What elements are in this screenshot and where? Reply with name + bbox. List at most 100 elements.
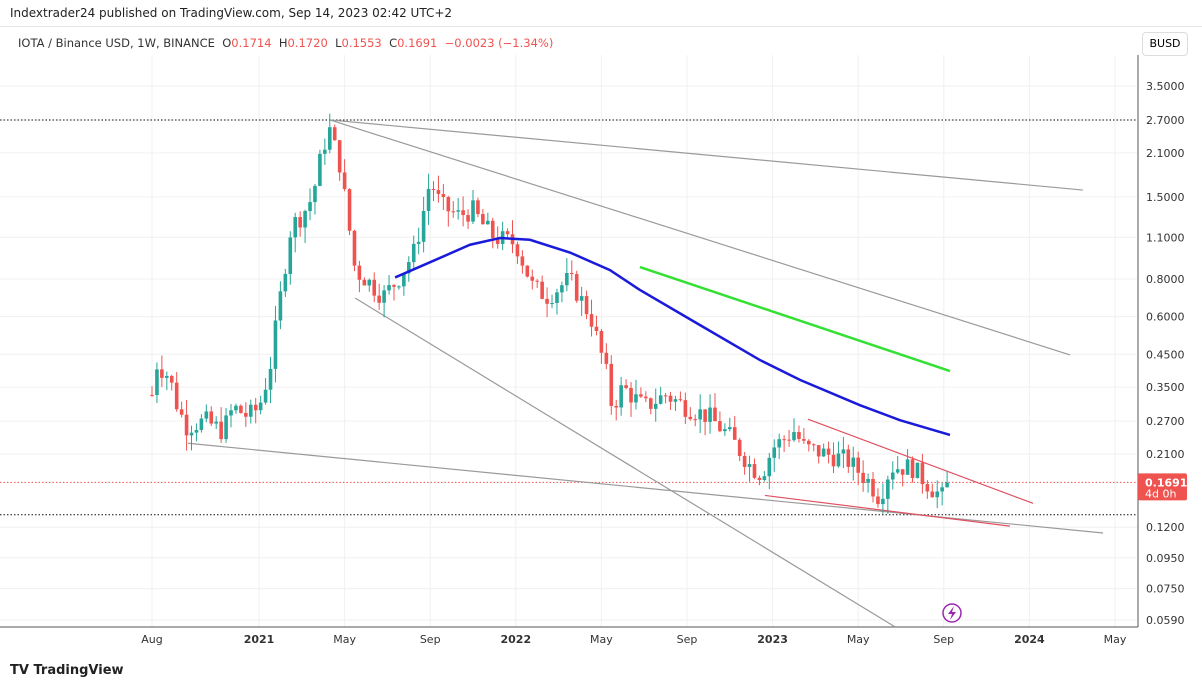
candle-body — [574, 274, 579, 301]
candle-body — [545, 298, 549, 304]
candle-body — [846, 449, 851, 467]
candle-body — [367, 279, 372, 286]
candle-body — [668, 395, 673, 402]
candle-body — [802, 438, 806, 441]
price-tick-label: 2.1000 — [1146, 147, 1185, 160]
candle-body — [653, 403, 658, 409]
candle-body — [782, 439, 786, 441]
candle-body — [362, 279, 367, 286]
last-price-tag — [1138, 473, 1187, 501]
candle-body — [184, 414, 189, 436]
candle-body — [565, 272, 569, 286]
candle-body — [234, 405, 238, 411]
price-tick-label: 1.1000 — [1146, 231, 1185, 244]
price-tick-label: 0.1200 — [1146, 521, 1185, 534]
change-value: −0.0023 (−1.34%) — [444, 36, 554, 50]
candle-body — [318, 153, 322, 186]
candle-body — [629, 387, 633, 403]
candle-body — [229, 410, 233, 416]
candle-body — [742, 455, 747, 467]
candle-body — [456, 210, 460, 212]
tradingview-logo[interactable]: 𝗧𝗩 TradingView — [10, 663, 124, 678]
candle-body — [411, 243, 416, 263]
candle-body — [431, 188, 436, 191]
candle-body — [811, 444, 816, 446]
candle-body — [342, 172, 347, 190]
candle-body — [762, 476, 767, 480]
candle-body — [752, 464, 757, 478]
candle-body — [540, 281, 544, 299]
candle-body — [648, 398, 653, 409]
low-label: L — [335, 36, 342, 50]
candle-body — [263, 389, 268, 403]
candle-body — [831, 454, 836, 467]
candle-body — [199, 418, 204, 430]
candle-body — [728, 427, 732, 430]
candle-body — [372, 279, 377, 296]
candle-body — [352, 230, 357, 266]
time-tick-label: 2021 — [244, 633, 275, 646]
lightning-icon-glyph — [948, 606, 956, 620]
candle-body — [244, 412, 248, 417]
price-tick-label: 0.0950 — [1146, 552, 1185, 565]
candle-body — [807, 440, 811, 445]
candle-body — [836, 453, 841, 467]
candle-body — [624, 385, 628, 388]
candle-body — [520, 256, 525, 266]
candle-body — [594, 326, 599, 332]
candle-body — [708, 407, 712, 422]
candle-body — [634, 394, 638, 403]
candle-body — [910, 459, 915, 479]
publisher-line: Indextrader24 published on TradingView.c… — [10, 6, 453, 20]
candle-body — [821, 448, 826, 457]
candle-body — [589, 314, 594, 327]
candle-body — [323, 149, 327, 154]
candle-body — [490, 220, 495, 238]
candle-body — [925, 484, 930, 492]
candle-body — [550, 303, 554, 305]
candle-body — [747, 464, 752, 467]
candle-body — [663, 395, 668, 397]
candle-body — [194, 429, 199, 433]
candle-body — [515, 244, 520, 257]
candle-body — [377, 295, 381, 303]
candle-body — [332, 127, 337, 141]
currency-button[interactable]: BUSD — [1142, 32, 1188, 56]
candle-body — [204, 411, 209, 419]
candle-body — [861, 472, 865, 483]
price-tick-label: 3.5000 — [1146, 80, 1185, 93]
candle-body — [436, 190, 441, 194]
green-trendline — [639, 265, 951, 373]
candle-body — [179, 409, 184, 415]
candle-body — [698, 409, 702, 420]
time-tick-label: 2022 — [500, 633, 531, 646]
candle-body — [851, 457, 856, 467]
candle-body — [160, 369, 164, 378]
candle-body — [683, 400, 688, 417]
candle-body — [693, 419, 698, 421]
price-tick-label: 0.3500 — [1146, 381, 1185, 394]
tv-logo-icon: 𝗧𝗩 — [10, 663, 34, 678]
candle-body — [614, 405, 619, 408]
red-trendline — [807, 418, 1034, 504]
candle-body — [658, 395, 663, 404]
last-price-value: 0.1691 — [1145, 476, 1187, 489]
candle-body — [466, 215, 470, 222]
candle-body — [407, 262, 411, 274]
candle-body — [165, 375, 169, 378]
candle-body — [327, 127, 332, 150]
price-tick-label: 0.0750 — [1146, 583, 1185, 596]
candle-body — [871, 478, 875, 497]
candle-body — [732, 427, 737, 440]
candle-body — [416, 241, 421, 244]
candle-body — [293, 217, 298, 238]
candle-body — [426, 188, 431, 211]
candle-body — [421, 210, 426, 242]
candle-body — [639, 394, 643, 397]
candle-body — [481, 214, 485, 225]
candle-body — [189, 432, 194, 436]
candle-body — [866, 478, 870, 483]
symbol-legend: IOTA / Binance USD, 1W, BINANCE O0.1714 … — [18, 36, 553, 50]
candle-body — [278, 291, 283, 321]
